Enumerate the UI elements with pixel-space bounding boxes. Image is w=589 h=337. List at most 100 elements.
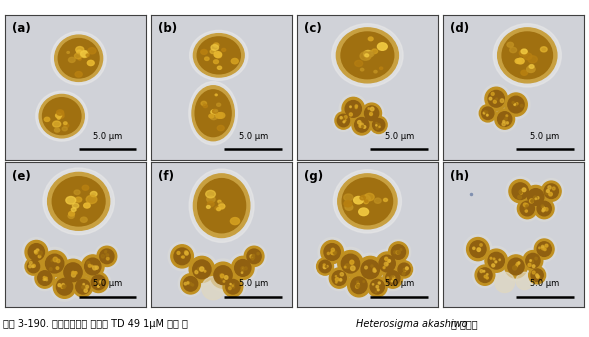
Ellipse shape	[375, 198, 381, 203]
Circle shape	[472, 263, 497, 288]
Circle shape	[478, 268, 492, 282]
Circle shape	[519, 190, 522, 193]
Circle shape	[520, 190, 522, 192]
Circle shape	[325, 267, 326, 268]
Circle shape	[91, 265, 93, 267]
Circle shape	[331, 248, 335, 251]
Circle shape	[536, 274, 538, 276]
Circle shape	[386, 271, 400, 285]
Circle shape	[505, 255, 527, 278]
Circle shape	[482, 84, 510, 113]
Ellipse shape	[368, 52, 374, 56]
Circle shape	[38, 271, 52, 285]
Circle shape	[396, 251, 399, 254]
Text: (g): (g)	[304, 170, 323, 183]
Circle shape	[230, 283, 231, 285]
Circle shape	[168, 242, 196, 271]
Ellipse shape	[337, 174, 397, 229]
Circle shape	[402, 272, 405, 275]
Circle shape	[101, 255, 104, 258]
Circle shape	[502, 122, 505, 126]
Circle shape	[376, 123, 378, 124]
Circle shape	[487, 274, 488, 275]
Ellipse shape	[360, 52, 371, 60]
Circle shape	[544, 184, 558, 198]
Circle shape	[505, 93, 527, 116]
Ellipse shape	[217, 66, 221, 69]
Circle shape	[530, 260, 534, 263]
Ellipse shape	[211, 110, 216, 114]
Circle shape	[82, 285, 85, 288]
Circle shape	[516, 272, 533, 289]
Circle shape	[530, 260, 531, 262]
Circle shape	[384, 262, 388, 266]
Circle shape	[32, 266, 57, 291]
Circle shape	[363, 281, 365, 282]
Circle shape	[541, 245, 544, 248]
Circle shape	[375, 270, 376, 272]
Circle shape	[326, 266, 328, 267]
Circle shape	[535, 257, 537, 260]
Circle shape	[71, 273, 75, 277]
Circle shape	[393, 258, 415, 280]
Circle shape	[32, 264, 35, 267]
Circle shape	[482, 107, 494, 120]
Circle shape	[371, 265, 373, 267]
Ellipse shape	[221, 49, 226, 52]
Circle shape	[492, 264, 495, 267]
Circle shape	[368, 108, 370, 110]
Text: 5.0 μm: 5.0 μm	[385, 279, 413, 288]
Circle shape	[84, 289, 87, 292]
Circle shape	[318, 238, 346, 267]
Circle shape	[339, 94, 368, 123]
Circle shape	[491, 92, 494, 95]
Circle shape	[386, 263, 388, 265]
Circle shape	[247, 249, 261, 264]
Circle shape	[357, 283, 359, 286]
Text: (b): (b)	[158, 22, 177, 35]
Circle shape	[57, 278, 72, 295]
Circle shape	[532, 271, 535, 274]
Circle shape	[64, 285, 66, 287]
Circle shape	[515, 265, 518, 267]
Circle shape	[241, 244, 266, 269]
Circle shape	[520, 201, 534, 216]
Circle shape	[355, 106, 357, 109]
Circle shape	[75, 272, 77, 274]
Circle shape	[537, 276, 540, 279]
Ellipse shape	[86, 54, 90, 57]
Circle shape	[335, 112, 352, 129]
Circle shape	[233, 286, 234, 288]
Circle shape	[396, 261, 412, 278]
Circle shape	[483, 112, 485, 114]
Circle shape	[479, 244, 482, 246]
Circle shape	[495, 272, 515, 293]
Circle shape	[542, 209, 544, 212]
Ellipse shape	[524, 53, 532, 60]
Circle shape	[94, 244, 119, 269]
Ellipse shape	[67, 52, 70, 53]
Circle shape	[464, 235, 492, 264]
Circle shape	[250, 255, 253, 258]
Ellipse shape	[364, 201, 368, 204]
Circle shape	[466, 238, 489, 261]
Circle shape	[362, 125, 363, 128]
Circle shape	[485, 249, 508, 272]
Ellipse shape	[209, 114, 214, 118]
Circle shape	[105, 251, 107, 253]
Text: 의 형태관: 의 형태관	[451, 319, 477, 329]
Circle shape	[25, 258, 42, 275]
Ellipse shape	[78, 58, 81, 60]
Circle shape	[35, 250, 38, 254]
Ellipse shape	[215, 110, 217, 112]
Circle shape	[22, 238, 51, 267]
Circle shape	[502, 252, 530, 281]
Circle shape	[62, 285, 65, 288]
Circle shape	[186, 253, 218, 286]
Circle shape	[492, 106, 517, 132]
Circle shape	[488, 252, 504, 269]
Ellipse shape	[42, 98, 81, 134]
Circle shape	[323, 266, 326, 269]
Text: (a): (a)	[12, 22, 31, 35]
Ellipse shape	[217, 113, 225, 118]
